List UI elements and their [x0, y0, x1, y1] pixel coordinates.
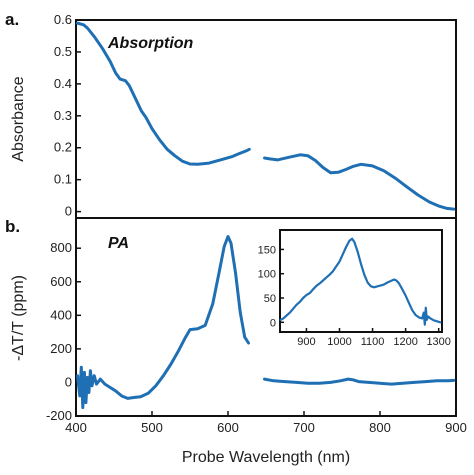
panel-a-letter: a. — [5, 10, 19, 29]
panel-a-title: Absorption — [107, 35, 194, 52]
panel-b-xtick-label: 800 — [369, 420, 391, 435]
inset-xtick-label: 1300 — [426, 336, 450, 348]
panel-b-ylabel: -ΔT/T (ppm) — [10, 275, 27, 361]
panel-b-ytick-label: 200 — [50, 341, 72, 356]
panel-a-ytick-label: 0.2 — [54, 140, 72, 155]
inset-frame — [279, 229, 443, 333]
panel-a-ytick-label: 0.4 — [54, 76, 72, 91]
panel-b-series-line-2 — [263, 377, 456, 386]
panel-a-ytick-label: 0.3 — [54, 108, 72, 123]
panel-b-ytick-label: 400 — [50, 307, 72, 322]
panel-a-series-line-1 — [76, 21, 251, 166]
panel-b-series-line-1 — [76, 235, 250, 410]
panel-b-frame — [75, 217, 457, 417]
inset-xtick-label: 1000 — [327, 336, 351, 348]
panel-b-xtick-label: 600 — [217, 420, 239, 435]
panel-b-inset: 0 50 100 150 900 1000 1100 1200 1300 — [258, 229, 451, 348]
panel-a-series-line-2 — [263, 153, 456, 211]
inset-series-line-1 — [279, 237, 442, 326]
inset-xtick-label: 1200 — [393, 336, 417, 348]
panel-a-ytick-label: 0 — [65, 204, 72, 219]
inset-xticks: 900 1000 1100 1200 1300 — [297, 328, 451, 348]
panel-a-ylabel: Absorbance — [10, 76, 27, 161]
panel-a: a. Absorption Absorbance 0 0.1 0.2 0.3 0.4 0.… — [5, 10, 457, 219]
panel-b-xtick-label: 900 — [445, 420, 467, 435]
panel-a-ytick-label: 0.6 — [54, 12, 72, 27]
panel-a-ytick-label: 0.1 — [54, 172, 72, 187]
panel-a-yticks: 0 0.1 0.2 0.3 0.4 0.5 0.6 — [54, 12, 81, 219]
inset-yticks: 0 50 100 150 — [258, 244, 284, 329]
panel-b-xlabel: Probe Wavelength (nm) — [182, 449, 350, 466]
panel-b-xtick-label: 400 — [65, 420, 87, 435]
inset-ytick-label: 0 — [270, 317, 276, 329]
inset-ytick-label: 150 — [258, 244, 276, 256]
inset-xtick-label: 1100 — [361, 336, 385, 348]
panel-b-lines — [76, 235, 456, 410]
panel-b-title: PA — [108, 235, 129, 252]
panel-a-ytick-label: 0.5 — [54, 44, 72, 59]
inset-xtick-label: 900 — [297, 336, 315, 348]
panel-b-xtick-label: 700 — [293, 420, 315, 435]
panel-b-letter: b. — [5, 217, 20, 236]
panel-b-yticks: -200 0 200 400 600 800 — [46, 240, 81, 423]
inset-ytick-label: 100 — [258, 269, 276, 281]
inset-lines — [279, 237, 442, 326]
panel-b-xticks: 400 500 600 700 800 900 — [65, 411, 467, 435]
panel-b-ytick-label: 800 — [50, 240, 72, 255]
inset-ytick-label: 50 — [264, 293, 276, 305]
panel-b-xtick-label: 500 — [141, 420, 163, 435]
panel-b-ytick-label: -200 — [46, 408, 72, 423]
panel-a-lines — [76, 21, 456, 211]
panel-b-ytick-label: 600 — [50, 274, 72, 289]
panel-b-ytick-label: 0 — [65, 374, 72, 389]
panel-b: b. PA -ΔT/T (ppm) Probe Wavelength (nm) … — [5, 217, 467, 466]
